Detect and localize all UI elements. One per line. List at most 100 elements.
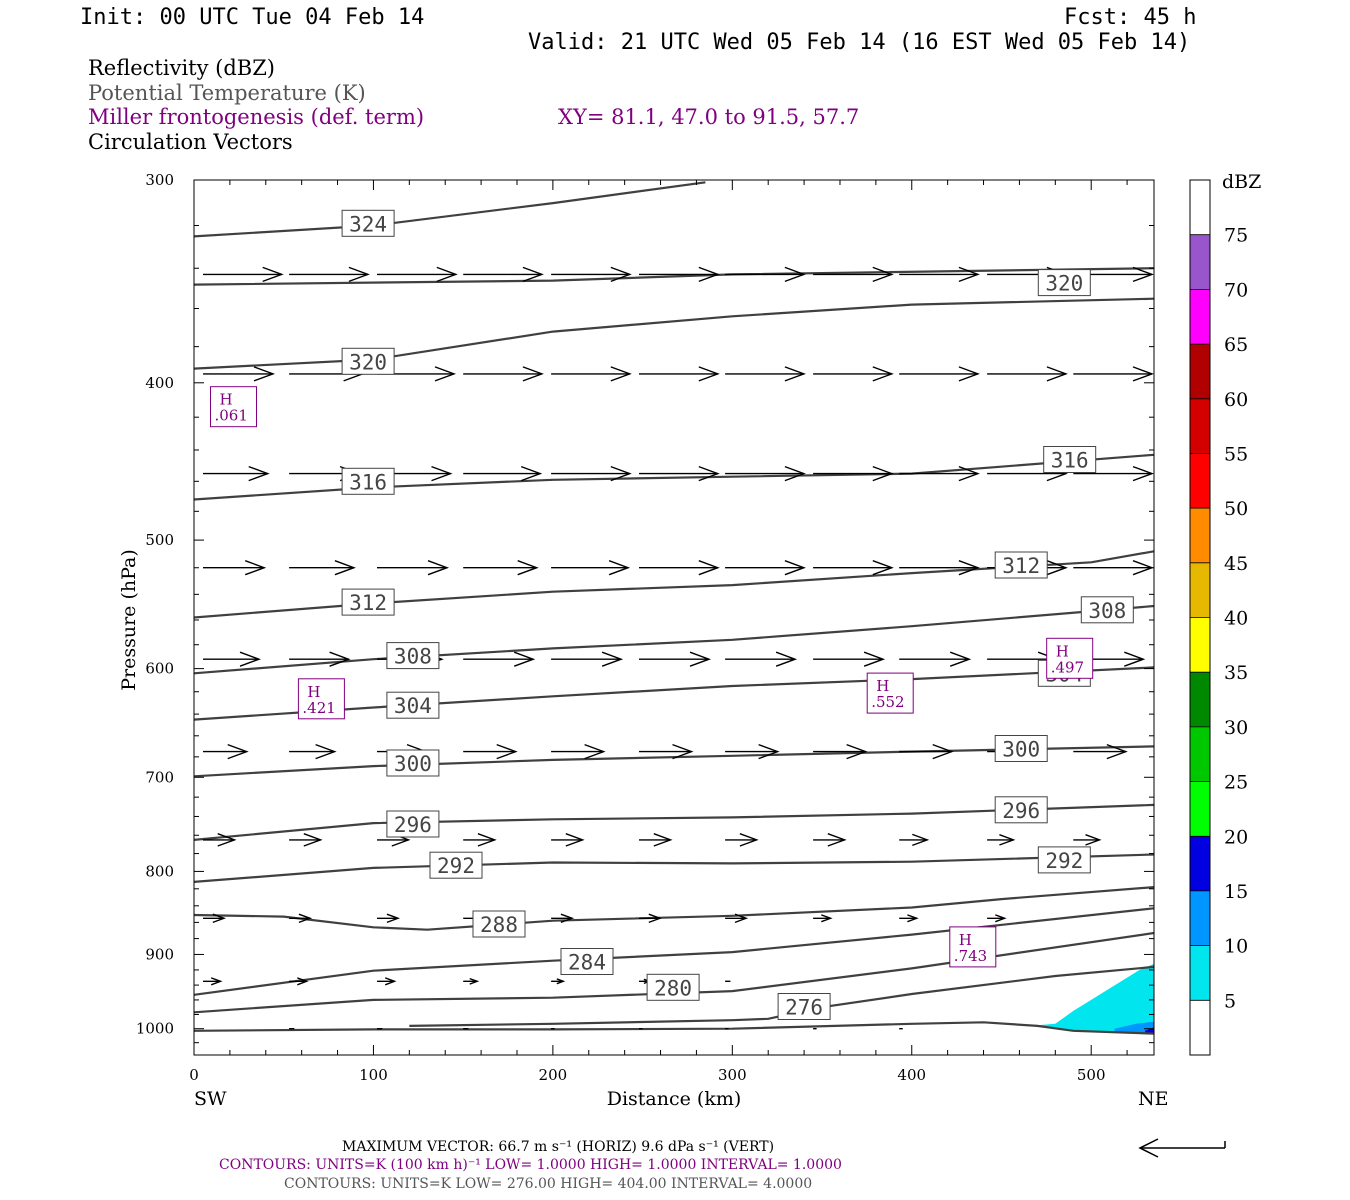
contour-label-box (560, 948, 614, 975)
circulation-vector (203, 366, 276, 382)
contour-label-316: 316 (1043, 446, 1097, 473)
circulation-vector (551, 743, 606, 760)
y-tick-label: 500 (145, 531, 174, 549)
vector-head (513, 651, 536, 667)
x-axis-right-end: NE (1138, 1088, 1169, 1110)
contour-label-text: 320 (1045, 272, 1083, 296)
vector-head (872, 560, 894, 576)
x-tick-label: 300 (718, 1066, 747, 1084)
contour-label-box (777, 993, 831, 1020)
vector-head (872, 366, 894, 382)
vector-head (253, 366, 276, 382)
circulation-vector (639, 266, 720, 283)
vector-head (821, 914, 833, 923)
circulation-vector (813, 366, 894, 382)
contour-label-276: 276 (777, 993, 831, 1020)
vector-head (610, 366, 632, 382)
vector-head (1132, 366, 1154, 382)
colorbar-level-label: 55 (1224, 443, 1248, 465)
vector-head (303, 833, 323, 847)
colorbar-level-label: 10 (1224, 936, 1248, 958)
miller-high-value: .743 (954, 947, 987, 965)
circulation-vector (899, 366, 980, 382)
contour-label-box (1080, 596, 1134, 624)
reference-vector (1138, 1138, 1226, 1158)
contour-label-box (386, 691, 440, 719)
vector-head (239, 651, 262, 667)
miller-high-box (297, 678, 345, 720)
circulation-vector (725, 266, 806, 283)
miller-high: H.421 (297, 678, 345, 720)
circulation-vector (639, 833, 673, 847)
circulation-vector (899, 266, 980, 283)
circulation-vector (725, 651, 798, 667)
y-tick-label: 600 (145, 660, 174, 678)
vector-head (958, 266, 980, 283)
vector-head (608, 560, 631, 576)
miller-high: H.061 (210, 386, 257, 428)
vector-head (784, 560, 806, 576)
miller-high-value: .497 (1051, 658, 1084, 676)
circulation-vector (551, 651, 624, 667)
vector-head (227, 743, 249, 760)
vector-head (297, 977, 309, 986)
circulation-vector (639, 560, 720, 576)
vector-head (958, 366, 980, 382)
circulation-vector (203, 651, 262, 667)
colorbar-level-label: 70 (1224, 279, 1248, 301)
reflectivity-colorbar: 5 10 15 20 25 30 35 40 45 50 55 60 65 70 75 dBZ (1189, 171, 1261, 1056)
vector-head (784, 465, 806, 482)
vector-head (610, 465, 632, 482)
circulation-vector (551, 366, 632, 382)
vector-head (262, 266, 284, 283)
colorbar-unit: dBZ (1222, 171, 1261, 193)
miller-high-value: .552 (871, 693, 904, 711)
vector-head (698, 465, 720, 482)
vector-head (827, 833, 847, 847)
circulation-vector (377, 560, 450, 576)
circulation-vector (639, 465, 720, 482)
circulation-vector (899, 833, 930, 847)
miller-high-letter: H (959, 931, 972, 949)
vector-head (520, 465, 543, 482)
contour-label-312: 312 (341, 588, 395, 616)
circulation-vector (813, 465, 894, 482)
vector-head (496, 743, 518, 760)
y-tick-label: 1000 (136, 1020, 174, 1038)
theta-contour-sfc (194, 1021, 1154, 1035)
vector-head (648, 913, 663, 924)
colorbar-segment (1190, 234, 1210, 290)
contour-label-box (994, 796, 1048, 824)
circulation-vector (899, 743, 954, 760)
vector-head (244, 560, 267, 576)
circulation-vector (463, 266, 544, 283)
miller-high: H.497 (1046, 637, 1094, 679)
colorbar-segment (1190, 781, 1210, 837)
contour-label-296: 296 (386, 810, 440, 838)
circulation-vector (551, 266, 632, 283)
circulation-vector (813, 560, 894, 576)
colorbar-level-label: 60 (1224, 389, 1248, 411)
circulation-vector (203, 977, 223, 986)
vector-head (1132, 266, 1154, 283)
circulation-vector (463, 651, 536, 667)
vector-head (784, 366, 806, 382)
circulation-vector (987, 366, 1068, 382)
vector-head (653, 833, 673, 847)
vector-head (522, 266, 544, 283)
plot-frame (193, 179, 1155, 1056)
contour-label-text: 276 (785, 996, 823, 1020)
field-reflectivity: Reflectivity (dBZ) (88, 56, 276, 80)
miller-high-box (949, 926, 997, 968)
colorbar-segment (1190, 508, 1210, 563)
axes: 0 100 200 300 400 500 300 400 500 600 700 800 900 100… (136, 171, 1154, 1084)
x-axis-label: Distance (km) (607, 1088, 742, 1110)
contour-label-box (994, 551, 1048, 579)
reflectivity-fill (1037, 963, 1154, 1034)
field-miller: Miller frontogenesis (def. term) (88, 105, 425, 129)
vector-head (610, 266, 632, 283)
circulation-vector (899, 651, 972, 667)
miller-high-box (866, 672, 914, 714)
contour-label-308: 308 (386, 642, 440, 670)
